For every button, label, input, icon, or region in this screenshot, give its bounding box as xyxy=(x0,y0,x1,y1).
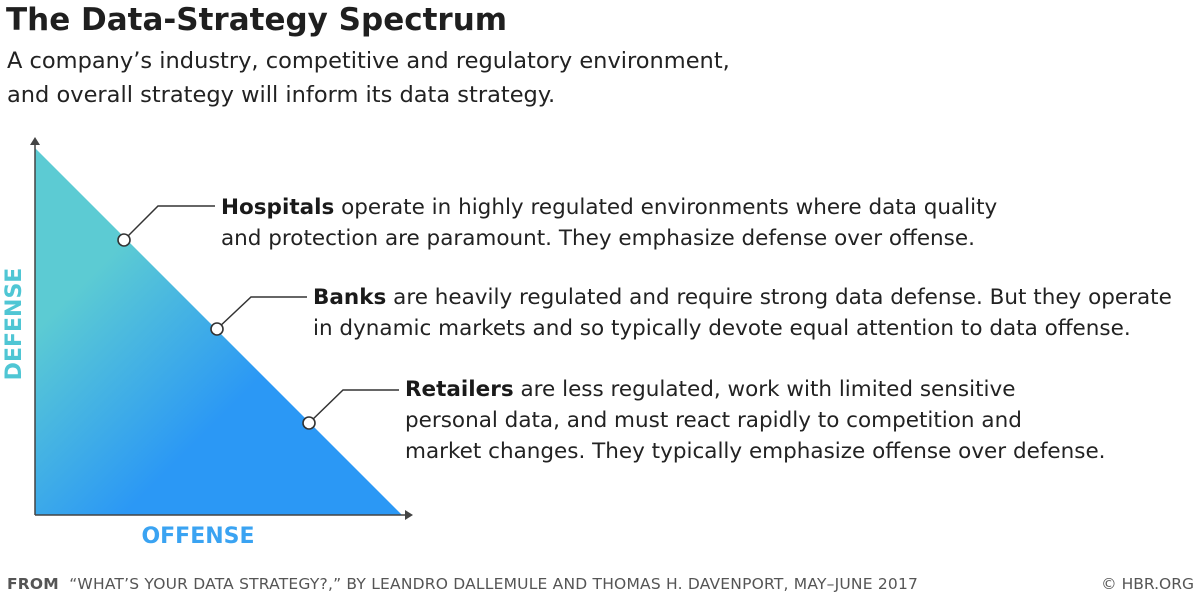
banks-text-1: are heavily regulated and require strong… xyxy=(386,285,1172,310)
hospitals-text-2: and protection are paramount. They empha… xyxy=(221,226,975,251)
retailers-line-1: Retailers are less regulated, work with … xyxy=(405,374,1106,405)
retailers-marker xyxy=(302,416,316,430)
retailers-label: Retailers xyxy=(405,377,514,402)
hospitals-marker xyxy=(117,233,131,247)
hospitals-line-1: Hospitals operate in highly regulated en… xyxy=(221,192,997,223)
retailers-text-2: personal data, and must react rapidly to… xyxy=(405,408,1022,433)
source-footer: FROM “WHAT’S YOUR DATA STRATEGY?,” BY LE… xyxy=(7,575,918,593)
hospitals-label: Hospitals xyxy=(221,195,335,220)
footer-source: “WHAT’S YOUR DATA STRATEGY?,” BY LEANDRO… xyxy=(69,575,919,593)
subtitle-line-1: A company’s industry, competitive and re… xyxy=(7,48,730,74)
banks-callout: Banks are heavily regulated and require … xyxy=(313,282,1172,344)
banks-line-1: Banks are heavily regulated and require … xyxy=(313,282,1172,313)
retailers-callout: Retailers are less regulated, work with … xyxy=(405,374,1106,467)
retailers-text-1: are less regulated, work with limited se… xyxy=(513,377,1016,402)
y-axis-label: DEFENSE xyxy=(2,268,27,381)
footer-from-label: FROM xyxy=(7,575,59,593)
hospitals-leader-line xyxy=(123,205,215,241)
copyright-credit: © HBR.ORG xyxy=(1101,575,1194,593)
banks-text-2: in dynamic markets and so typically devo… xyxy=(313,316,1131,341)
page-title: The Data-Strategy Spectrum xyxy=(6,2,508,38)
x-axis-arrow-icon xyxy=(405,510,413,520)
x-axis-label: OFFENSE xyxy=(141,524,254,549)
page-subtitle: A company’s industry, competitive and re… xyxy=(7,44,767,112)
retailers-text-3: market changes. They typically emphasize… xyxy=(405,439,1106,464)
subtitle-line-2: and overall strategy will inform its dat… xyxy=(7,82,556,108)
y-axis-arrow-icon xyxy=(30,137,40,145)
banks-leader-line xyxy=(216,296,307,330)
hospitals-text-1: operate in highly regulated environments… xyxy=(334,195,998,220)
banks-marker xyxy=(210,322,224,336)
hospitals-callout: Hospitals operate in highly regulated en… xyxy=(221,192,997,254)
retailers-leader-line xyxy=(308,389,399,424)
banks-label: Banks xyxy=(313,285,387,310)
